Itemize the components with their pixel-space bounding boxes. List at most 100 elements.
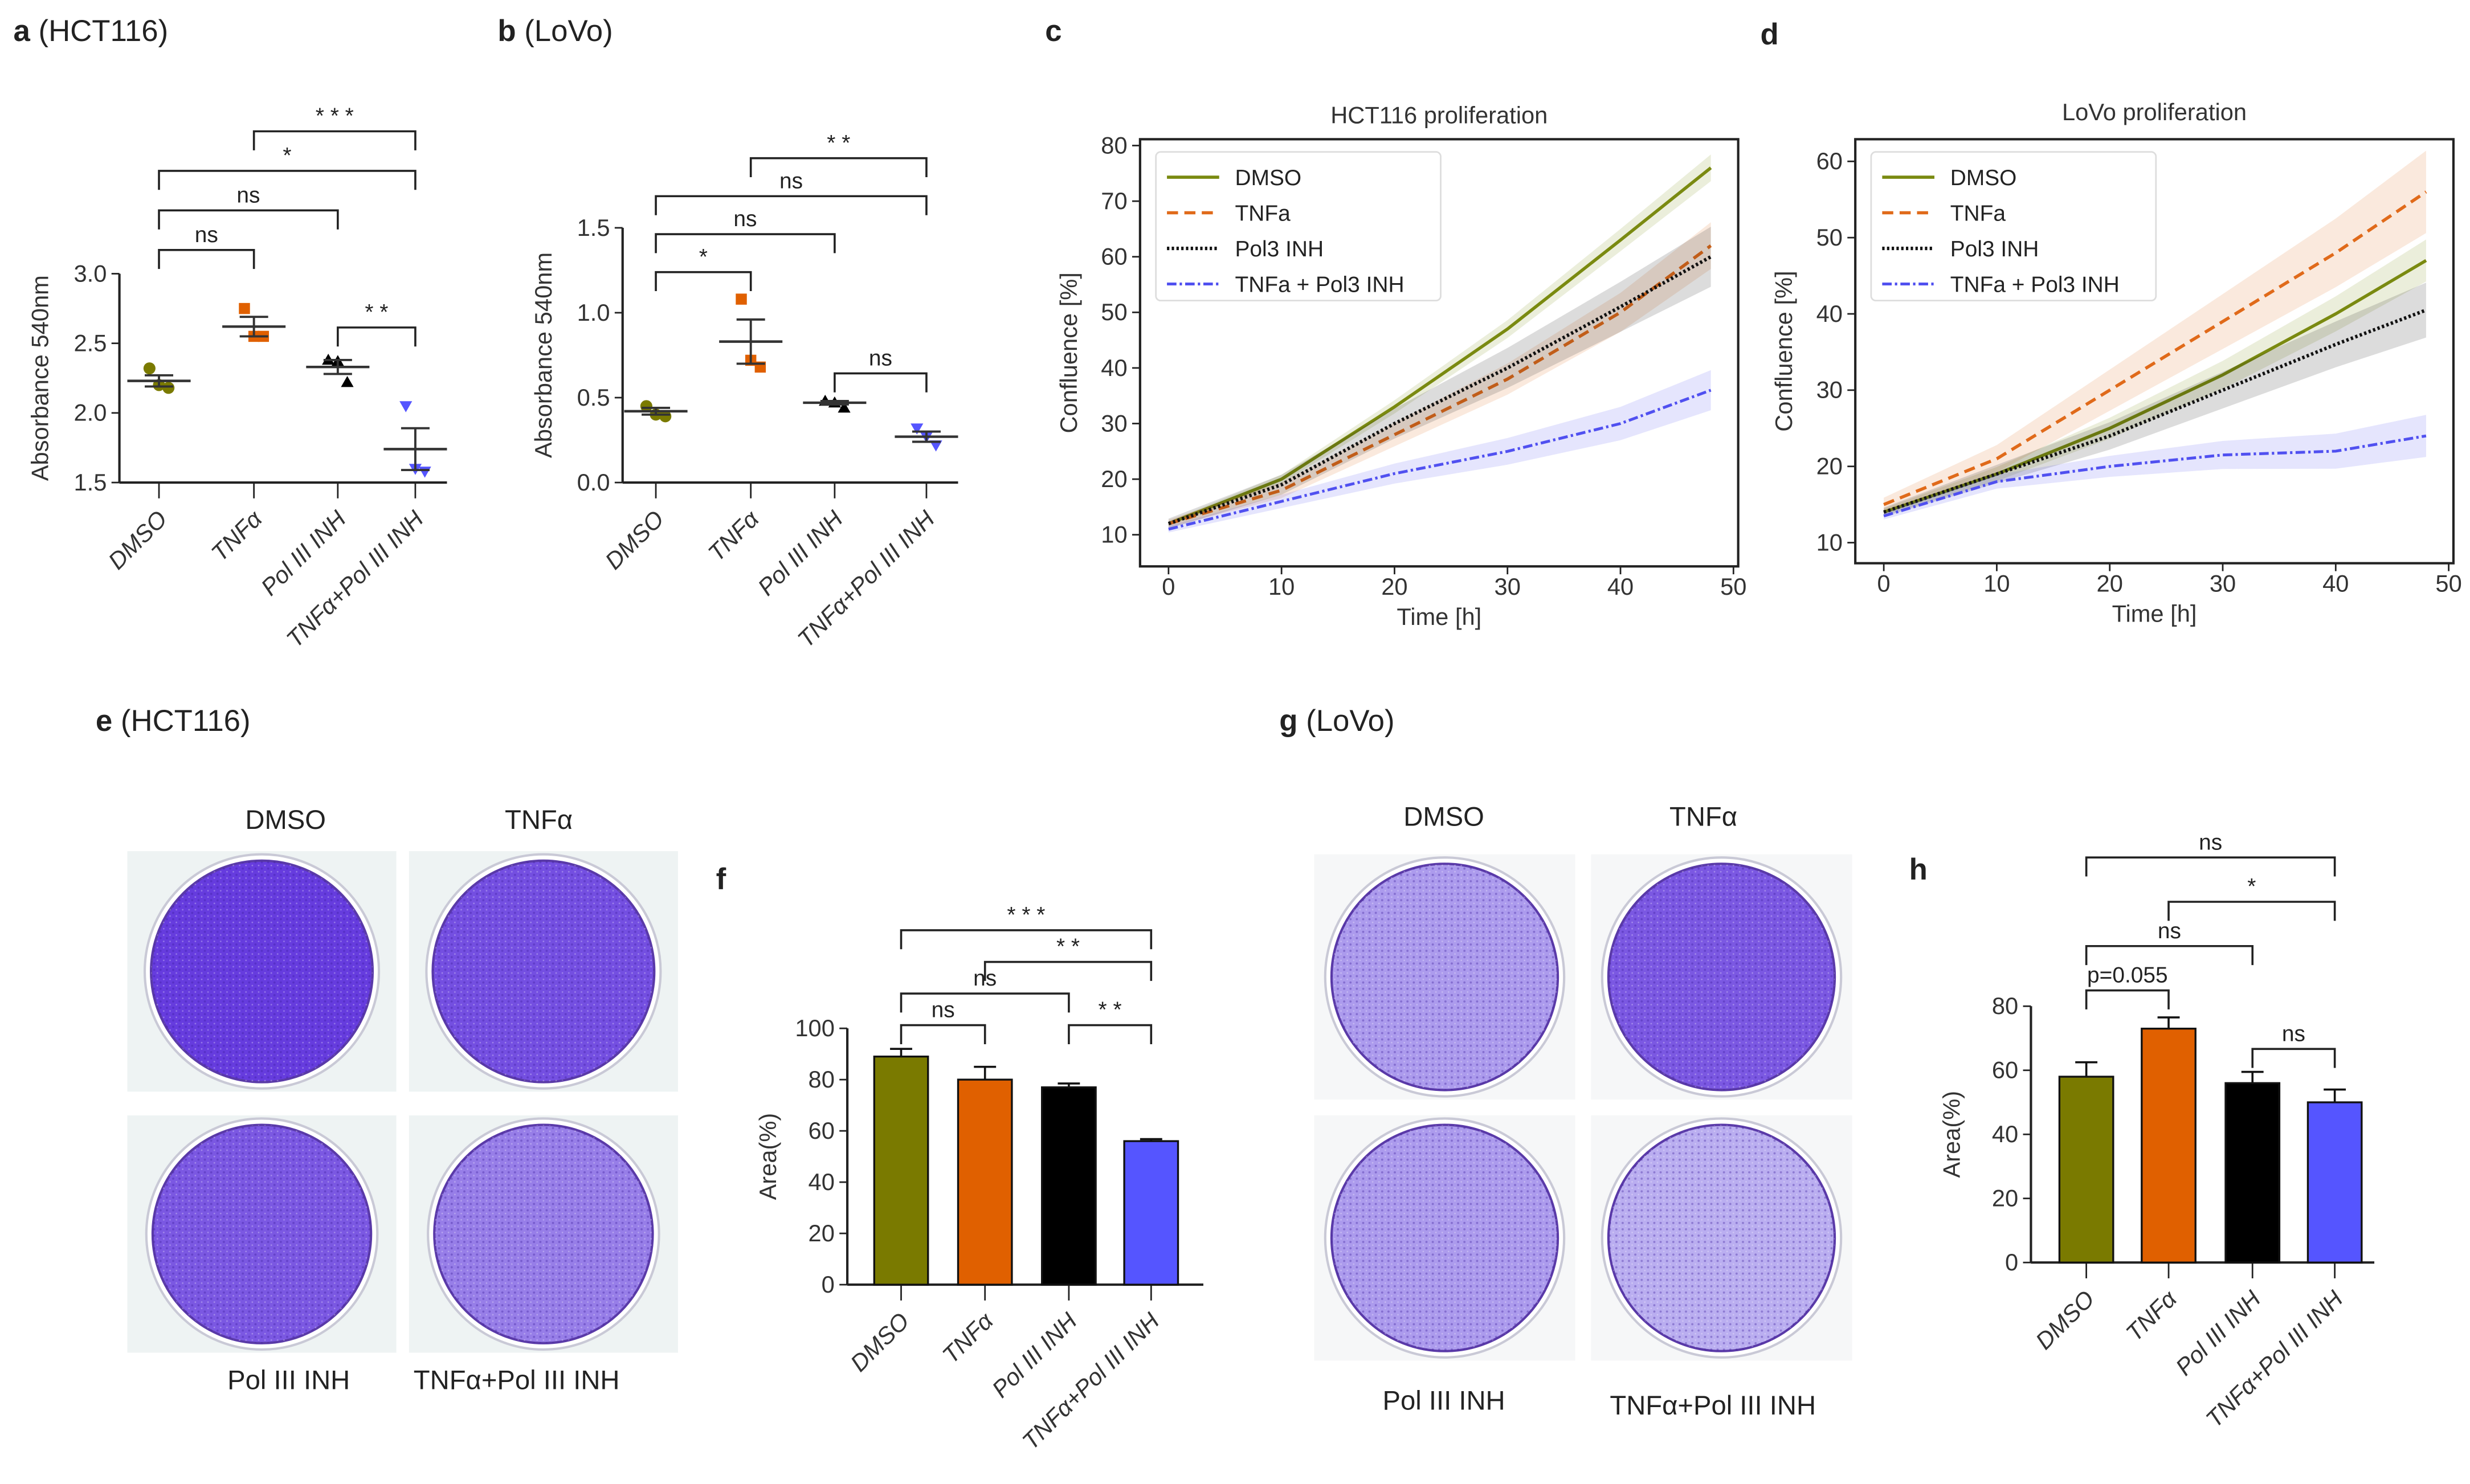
colony-texture [434, 1125, 653, 1343]
y-tick-label: 0.0 [577, 469, 610, 496]
plate-label: TNFα+Pol III INH [1610, 1391, 1816, 1421]
legend-label: DMSO [1235, 166, 1302, 190]
plates: DMSO TNFα Pol III INH TNFα+Pol III INH DMSO T… [127, 802, 1852, 1421]
x-tick-label: TNFα [206, 505, 267, 566]
legend-box [1155, 151, 1442, 302]
panel-label-a: a (HCT116) [14, 14, 169, 48]
y-tick-label: 70 [1101, 187, 1127, 214]
x-tick-label: 50 [2435, 570, 2461, 597]
significance-label: * * * [316, 104, 354, 129]
significance-label: p=0.055 [2087, 963, 2168, 988]
significance-bracket [2085, 989, 2170, 1009]
bar-3 [2306, 1101, 2363, 1264]
significance-label: ns [733, 207, 757, 231]
y-tick-label: 100 [795, 1015, 834, 1041]
data-point [911, 423, 924, 435]
significance-bracket [2167, 901, 2336, 921]
legend-label: TNFa + Pol3 INH [1950, 272, 2120, 297]
chart-c: HCT116 proliferation 0 10 20 30 40 50 10 20 30 40 5… [1055, 102, 1747, 630]
confidence-band [1884, 283, 2426, 517]
plate-label: TNFα [1669, 802, 1737, 832]
x-tick-label: TNFα [2121, 1285, 2182, 1346]
y-tick-label: 40 [1992, 1121, 2018, 1147]
legend: DMSO TNFa Pol3 INH TNFa + Pol3 INH [1155, 151, 1442, 302]
significance-bracket [337, 326, 417, 347]
significance-label: * * [1056, 935, 1080, 959]
x-tick-label: DMSO [2030, 1285, 2100, 1355]
data-point [659, 410, 672, 423]
plate-label: Pol III INH [1383, 1385, 1505, 1416]
y-tick-label: 60 [1101, 243, 1127, 270]
significance-label: * * * [1007, 903, 1045, 927]
colony-texture [432, 860, 655, 1082]
series-line-1 [1168, 244, 1712, 525]
y-tick-label: 1.5 [577, 214, 610, 241]
y-tick-label: 30 [1101, 410, 1127, 436]
legend: DMSO TNFa Pol3 INH TNFa + Pol3 INH [1870, 151, 2157, 302]
y-axis-label: Absorbance 540nm [530, 252, 557, 458]
y-tick-label: 2.5 [74, 330, 107, 357]
x-tick-label: 20 [1381, 573, 1407, 600]
significance-bracket [252, 130, 417, 150]
x-axis-label: Time [h] [1397, 603, 1481, 630]
colony-texture [1608, 864, 1835, 1090]
panel-label-g: g (LoVo) [1279, 704, 1394, 738]
bar-1 [2141, 1027, 2197, 1264]
x-tick-label: TNFα+Pol III INH [1017, 1307, 1165, 1454]
legend-label: DMSO [1950, 166, 2017, 190]
significance-label: ns [195, 223, 218, 247]
confidence-band [1168, 226, 1711, 529]
confidence-band [1168, 370, 1711, 533]
y-tick-label: 0 [822, 1271, 835, 1298]
x-axis-label: Time [h] [2112, 600, 2197, 627]
y-tick-label: 3.0 [74, 260, 107, 287]
significance-label: ns [2199, 830, 2222, 855]
x-tick-label: TNFα+Pol III INH [2200, 1285, 2348, 1432]
significance-bracket [2251, 1048, 2336, 1068]
significance-label: ns [779, 169, 803, 193]
legend-label: TNFa [1950, 201, 2006, 226]
panel-label-d: d [1761, 18, 1779, 51]
legend-label: TNFa + Pol3 INH [1235, 272, 1405, 297]
y-axis-label: Absorbance 540nm [27, 275, 54, 481]
series-line-2 [1167, 255, 1712, 526]
significance-bracket [983, 960, 1153, 981]
significance-label: * [2247, 874, 2256, 899]
chart-title: HCT116 proliferation [1330, 102, 1548, 129]
significance-bracket [749, 157, 928, 178]
bar-2 [2224, 1082, 2281, 1264]
significance-label: * [283, 144, 291, 168]
significance-label: ns [236, 183, 260, 207]
significance-bracket [158, 248, 255, 269]
panel-label-f: f [716, 862, 726, 896]
colony-texture [1331, 864, 1558, 1090]
colony-texture [1608, 1125, 1835, 1351]
plate-label: DMSO [245, 805, 326, 835]
data-point [399, 401, 413, 412]
plate-label: TNFα [505, 805, 573, 835]
chart-d: LoVo proliferation 0 10 20 30 40 50 10 20 30 40 50 6… [1770, 99, 2462, 627]
y-tick-label: 50 [1101, 299, 1127, 325]
plate-label: DMSO [1403, 802, 1484, 832]
significance-bracket [158, 170, 417, 190]
y-tick-label: 0.5 [577, 384, 610, 411]
chart-title: LoVo proliferation [2062, 99, 2247, 125]
x-tick-label: DMSO [599, 505, 669, 575]
chart-b: 0.0 0.5 1.0 1.5 Absorbance 540nm DMSO TNFαPol … [530, 131, 958, 652]
y-axis-label: Confluence [%] [1770, 271, 1797, 431]
panel-label-c: c [1045, 14, 1062, 48]
data-point [418, 467, 431, 478]
x-tick-label: 0 [1162, 573, 1175, 600]
y-axis-label: Area(%) [754, 1113, 781, 1200]
colony-texture [152, 1125, 371, 1343]
significance-bracket [2085, 945, 2254, 966]
y-tick-label: 1.0 [577, 299, 610, 326]
y-tick-label: 1.5 [74, 469, 107, 496]
series-line-1 [1883, 190, 2427, 506]
significance-label: ns [869, 346, 892, 371]
y-tick-label: 30 [1816, 377, 1843, 403]
